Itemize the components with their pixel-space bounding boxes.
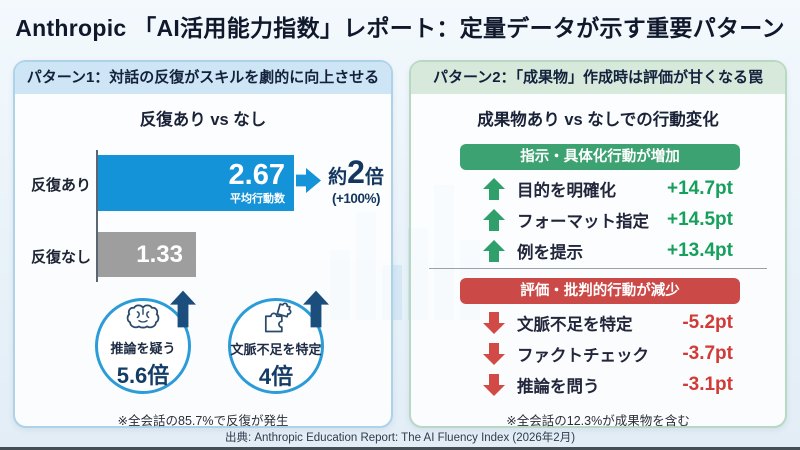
bar-value: 1.33 [136,240,183,268]
bar-unit-label: 平均行動数 [230,193,285,206]
multiplier-callout: 約2倍 (+100%) [319,156,393,206]
down-arrow-icon [483,374,505,396]
circle-label: 文脈不足を特定 [230,342,322,357]
multiplier-approx: 約 [328,167,348,188]
decrease-banner: 評価・批判的行動が減少 [460,278,740,304]
metric-row-increase: 例を提示 +13.4pt [411,236,785,266]
source-citation: 出典: Anthropic Education Report: The AI F… [224,432,576,444]
metric-label: 推論を問う [517,378,600,396]
metric-label: 文脈不足を特定 [517,316,633,334]
bar-label-with-iteration: 反復あり [30,177,91,194]
metric-label: ファクトチェック [517,347,649,365]
metric-value: +14.7pt [666,178,733,199]
puzzle-icon [259,301,293,338]
metric-value: +13.4pt [666,240,733,261]
multiplier-number: 2 [347,154,365,190]
brain-icon [125,303,161,337]
pattern1-footnote: ※全会話の85.7%で反復が発生 [117,414,289,428]
metric-row-decrease: 推論を問う -3.1pt [411,370,785,400]
stat-circle-doubt-reasoning: 推論を疑う 5.6倍 [95,290,196,394]
pattern2-panel: パターン2：「成果物」作成時は評価が甘くなる罠 成果物あり vs なしでの行動変… [409,60,787,428]
metric-row-decrease: ファクトチェック -3.7pt [411,339,785,369]
pattern1-panel: パターン1：対話の反復がスキルを劇的に向上させる 反復あり vs なし 反復あり… [13,60,393,428]
section-divider [429,268,767,269]
pattern2-subtitle: 成果物あり vs なしでの行動変化 [477,111,719,129]
metric-row-decrease: 文脈不足を特定 -5.2pt [411,308,785,338]
metric-value: +14.5pt [666,209,733,230]
metric-row-increase: フォーマット指定 +14.5pt [411,205,785,235]
circle-value: 5.6倍 [116,362,170,388]
bar-with-iteration: 2.67 平均行動数 [98,155,294,211]
up-arrow-icon [483,240,505,262]
up-arrow-icon [483,209,505,231]
circle-value: 4倍 [258,364,294,389]
up-arrow-icon [483,178,505,200]
multiplier-sub: (+100%) [332,191,380,206]
down-arrow-icon [483,312,505,334]
up-arrow-icon [170,289,196,334]
increase-banner: 指示・具体化行動が増加 [460,144,740,170]
bar-label-no-iteration: 反復なし [30,249,91,266]
down-arrow-icon [483,343,505,365]
metric-row-increase: 目的を明確化 +14.7pt [411,174,785,204]
pattern2-footnote: ※全会話の12.3%が成果物を含む [506,414,690,428]
metric-value: -3.1pt [682,374,733,395]
multiplier-suffix: 倍 [364,167,384,188]
bottom-edge-strip [0,447,800,450]
right-arrow-icon [296,165,321,201]
pattern1-subtitle: 反復あり vs なし [139,111,267,129]
bar-value: 2.67 [228,158,285,191]
chart-axis [96,150,98,282]
pattern2-header: パターン2：「成果物」作成時は評価が甘くなる罠 [411,62,785,94]
metric-label: フォーマット指定 [517,213,649,231]
metric-value: -3.7pt [682,343,733,364]
metric-value: -5.2pt [682,312,733,333]
up-arrow-icon [303,289,329,334]
page-title: Anthropic 「AI活用能力指数」レポート：定量データが示す重要パターン [15,15,785,41]
stat-circle-identify-context: 文脈不足を特定 4倍 [228,290,329,394]
metric-label: 目的を明確化 [517,182,616,200]
metric-label: 例を提示 [517,244,583,262]
circle-label: 推論を疑う [110,340,176,356]
pattern1-header: パターン1：対話の反復がスキルを劇的に向上させる [15,62,391,94]
bar-no-iteration: 1.33 [98,232,196,277]
